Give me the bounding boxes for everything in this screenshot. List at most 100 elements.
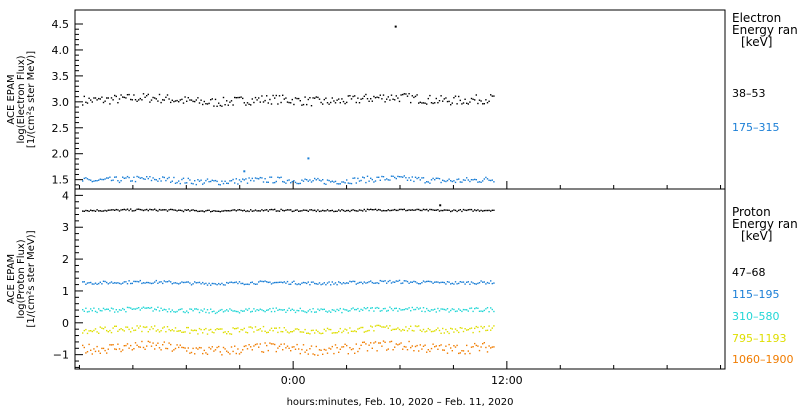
y-axis-label-proton: log(Proton Flux) (16, 239, 27, 318)
data-point (422, 345, 425, 347)
data-point (456, 329, 458, 332)
data-point (390, 308, 393, 310)
data-point (422, 102, 425, 104)
data-point (413, 96, 415, 99)
data-point (146, 307, 148, 309)
data-point (222, 346, 225, 349)
data-point (306, 209, 308, 212)
data-point (458, 95, 460, 98)
data-point (472, 282, 474, 284)
data-point (272, 307, 274, 310)
data-point (88, 210, 90, 212)
data-point (477, 345, 479, 347)
data-point (256, 210, 258, 212)
data-point (274, 343, 276, 346)
data-point (168, 280, 170, 282)
data-point (302, 281, 305, 284)
data-point (467, 350, 469, 352)
data-point (150, 99, 153, 101)
data-point (125, 97, 127, 99)
data-point (347, 182, 349, 184)
data-point (290, 331, 292, 333)
data-point (376, 306, 378, 309)
data-point (442, 179, 444, 181)
data-point (184, 281, 186, 284)
data-point (384, 210, 386, 212)
data-point (290, 309, 292, 312)
data-point (317, 330, 319, 333)
data-point (411, 95, 413, 97)
data-point (395, 209, 397, 212)
data-point (150, 306, 153, 309)
data-point (104, 100, 106, 102)
data-point (312, 97, 314, 99)
data-point (90, 308, 92, 310)
data-point (198, 281, 201, 284)
data-point (122, 96, 124, 98)
data-point (453, 209, 455, 211)
data-point (392, 209, 394, 211)
data-point (115, 208, 117, 211)
data-point (166, 177, 169, 180)
data-point (114, 348, 116, 350)
data-point (434, 102, 436, 104)
data-point (202, 183, 204, 185)
data-point (283, 210, 285, 212)
data-point (282, 180, 284, 183)
data-point (178, 101, 180, 103)
data-point (445, 209, 447, 211)
data-point (101, 310, 103, 312)
data-point (158, 178, 161, 180)
data-point (267, 181, 269, 183)
data-point (339, 282, 341, 284)
data-point (202, 352, 204, 355)
data-point (83, 281, 85, 283)
data-point (283, 281, 285, 283)
data-point (242, 310, 244, 312)
data-point (442, 308, 444, 310)
data-point (408, 307, 410, 309)
data-point (331, 309, 333, 311)
data-point (171, 208, 173, 211)
data-point (128, 347, 130, 349)
data-point (408, 328, 410, 330)
data-point (331, 332, 333, 334)
data-point (421, 102, 423, 104)
data-point (198, 311, 201, 314)
data-point (274, 208, 276, 211)
data-point (418, 308, 420, 310)
data-point (362, 341, 364, 344)
data-point (155, 209, 157, 212)
data-point (110, 179, 113, 182)
data-point (218, 102, 220, 104)
data-point (491, 209, 493, 211)
data-point (299, 307, 301, 310)
data-point (344, 210, 346, 212)
data-point (357, 210, 359, 212)
data-point (323, 210, 325, 212)
series-electron-38–53 (82, 25, 495, 107)
data-point (227, 310, 229, 312)
data-point (362, 210, 364, 212)
data-point (306, 332, 308, 334)
data-point (354, 95, 356, 97)
data-point (333, 283, 335, 285)
data-point (165, 179, 167, 182)
data-point (286, 209, 289, 211)
data-point (178, 209, 180, 211)
data-point (240, 282, 242, 285)
y-tick-label-proton: 2 (62, 253, 69, 266)
data-point (338, 281, 340, 283)
data-point (354, 177, 356, 179)
data-point (165, 331, 167, 333)
data-point (242, 349, 244, 351)
data-point (237, 327, 239, 329)
data-point (472, 346, 474, 348)
data-point (246, 182, 249, 184)
data-point (395, 307, 397, 309)
data-point (424, 182, 426, 184)
data-point (318, 282, 321, 284)
data-point (438, 310, 441, 312)
data-point (221, 105, 223, 107)
